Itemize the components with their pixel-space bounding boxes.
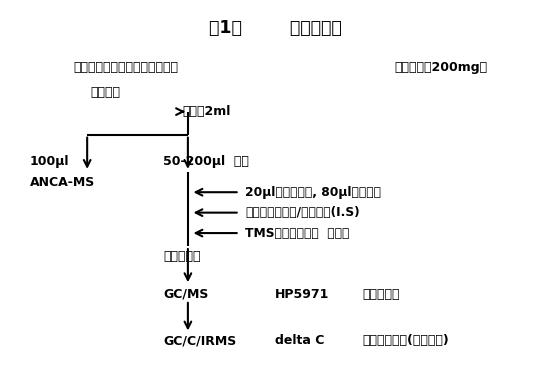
Text: GC/C/IRMS: GC/C/IRMS (163, 334, 236, 347)
Text: TMSジアゾメタン  過剰量: TMSジアゾメタン 過剰量 (245, 227, 349, 239)
Text: 有機酸定量: 有機酸定量 (362, 288, 400, 301)
Text: 室温で静置: 室温で静置 (163, 250, 201, 263)
Text: 50-200μl  乾燥: 50-200μl 乾燥 (163, 155, 249, 168)
Text: 炭素同位体比(シュウ酸): 炭素同位体比(シュウ酸) (362, 334, 449, 347)
Text: ホウレンソウ水抽出物酸性画分: ホウレンソウ水抽出物酸性画分 (74, 61, 179, 74)
Text: （乾燥試料200mg）: （乾燥試料200mg） (395, 61, 488, 74)
Text: 安息香酸ブチル/ベンゼン(I.S): 安息香酸ブチル/ベンゼン(I.S) (245, 206, 360, 219)
Text: HP5971: HP5971 (275, 288, 329, 301)
Text: 第1図        試料調製法: 第1図 試料調製法 (208, 20, 342, 37)
Text: 精製水2ml: 精製水2ml (183, 105, 231, 118)
Text: GC/MS: GC/MS (163, 288, 209, 301)
Text: 凍結乾燥: 凍結乾燥 (90, 86, 120, 99)
Text: 20μlメタノール, 80μlベンゼン: 20μlメタノール, 80μlベンゼン (245, 186, 381, 199)
Text: delta C: delta C (275, 334, 324, 347)
Text: ANCA-MS: ANCA-MS (30, 176, 95, 189)
Text: 100μl: 100μl (30, 155, 69, 168)
